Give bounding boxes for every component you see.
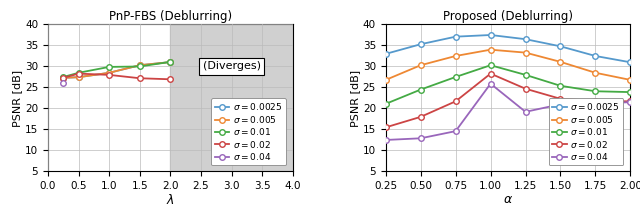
X-axis label: $\alpha$: $\alpha$	[503, 193, 513, 206]
Legend: $\sigma = 0.0025$, $\sigma = 0.005$, $\sigma = 0.01$, $\sigma = 0.02$, $\sigma =: $\sigma = 0.0025$, $\sigma = 0.005$, $\s…	[548, 98, 623, 166]
Legend: $\sigma = 0.0025$, $\sigma = 0.005$, $\sigma = 0.01$, $\sigma = 0.02$, $\sigma =: $\sigma = 0.0025$, $\sigma = 0.005$, $\s…	[211, 98, 285, 166]
Y-axis label: PSNR [dB]: PSNR [dB]	[12, 69, 22, 127]
Bar	[170, 24, 292, 171]
Text: (Diverges): (Diverges)	[202, 62, 260, 72]
X-axis label: $\lambda$: $\lambda$	[166, 193, 175, 207]
Title: Proposed (Deblurring): Proposed (Deblurring)	[443, 10, 573, 23]
Title: PnP-FBS (Deblurring): PnP-FBS (Deblurring)	[109, 10, 232, 23]
Y-axis label: PSNR [dB]: PSNR [dB]	[350, 69, 360, 127]
